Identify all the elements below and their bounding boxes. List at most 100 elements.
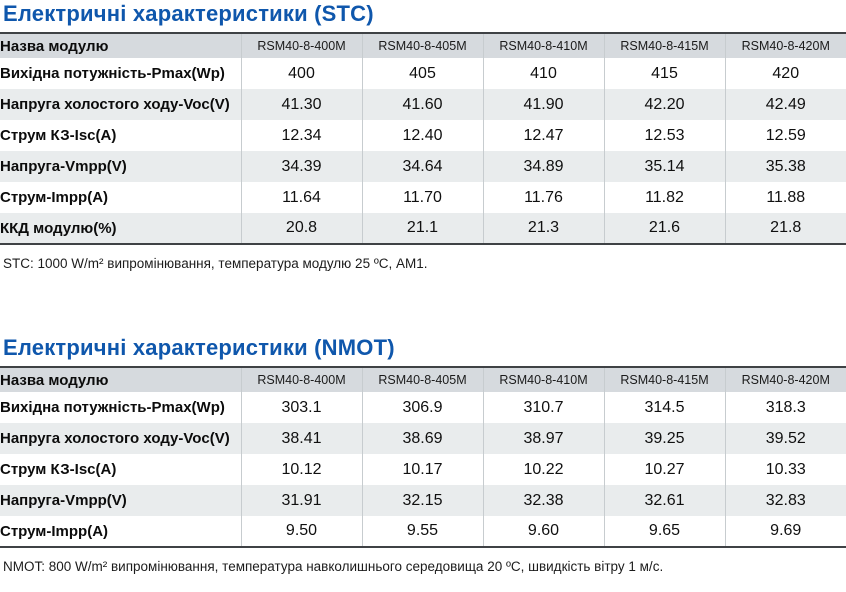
value-cell: 42.20 [603, 89, 725, 120]
value-cell: 11.70 [361, 182, 483, 213]
value-cell: 39.25 [603, 423, 725, 454]
row-label-cell: Струм-Impp(A) [0, 522, 109, 540]
value-cell: 12.59 [724, 120, 846, 151]
spec-row: Напруга холостого ходу-Voc(V) 41.30 41.60 4… [0, 89, 846, 120]
value-cell: 41.30 [240, 89, 362, 120]
module-name-column-header: Назва модулю [0, 37, 109, 55]
model-column-header: RSM40-8-400M [240, 367, 362, 392]
value-cell: 34.89 [482, 151, 604, 182]
value-cell: 9.60 [482, 516, 604, 547]
value-cell: 31.91 [240, 485, 362, 516]
value-cell: 9.69 [724, 516, 846, 547]
module-name-column-header: Назва модулю [0, 371, 109, 389]
spec-row: Напруга холостого ходу-Voc(V) 38.41 38.69 3… [0, 423, 846, 454]
value-cell: 32.15 [361, 485, 483, 516]
spec-row: Струм КЗ-Isc(A) 12.34 12.40 12.47 12.53 12.59 [0, 120, 846, 151]
value-cell: 12.47 [482, 120, 604, 151]
value-cell: 405 [361, 58, 483, 89]
value-cell: 38.69 [361, 423, 483, 454]
value-cell: 39.52 [724, 423, 846, 454]
spec-row: Напруга-Vmpp(V) 31.91 32.15 32.38 32.61 32.83 [0, 485, 846, 516]
row-label-cell: Напруга-Vmpp(V) [0, 158, 127, 175]
value-cell: 310.7 [482, 392, 604, 423]
value-cell: 11.82 [603, 182, 725, 213]
value-cell: 9.55 [361, 516, 483, 547]
row-label-cell: Струм КЗ-Isc(A) [0, 127, 117, 144]
value-cell: 9.65 [603, 516, 725, 547]
stc-section: Електричні характеристики (STC) Назва мо… [0, 1, 846, 272]
value-cell: 410 [482, 58, 604, 89]
model-column-header: RSM40-8-400M [240, 33, 362, 58]
value-cell: 20.8 [240, 213, 362, 244]
value-cell: 32.38 [482, 485, 604, 516]
value-cell: 35.38 [724, 151, 846, 182]
value-cell: 34.64 [361, 151, 483, 182]
value-cell: 420 [724, 58, 846, 89]
model-column-header: RSM40-8-405M [361, 367, 483, 392]
value-cell: 21.3 [482, 213, 604, 244]
value-cell: 10.22 [482, 454, 604, 485]
value-cell: 12.40 [361, 120, 483, 151]
model-column-header: RSM40-8-410M [482, 367, 604, 392]
value-cell: 42.49 [724, 89, 846, 120]
value-cell: 11.88 [724, 182, 846, 213]
value-cell: 34.39 [240, 151, 362, 182]
value-cell: 318.3 [724, 392, 846, 423]
spec-row: Вихідна потужність-Pmax(Wp) 400 405 410 415 4… [0, 58, 846, 89]
model-column-header: RSM40-8-415M [603, 33, 725, 58]
value-cell: 21.6 [603, 213, 725, 244]
spec-row: ККД модулю(%) 20.8 21.1 21.3 21.6 21.8 [0, 213, 846, 244]
row-label-cell: Вихідна потужність-Pmax(Wp) [0, 399, 225, 416]
model-column-header: RSM40-8-420M [724, 33, 846, 58]
value-cell: 11.64 [240, 182, 362, 213]
spec-row: Струм-Impp(A) 9.50 9.55 9.60 9.65 9.69 [0, 516, 846, 547]
value-cell: 12.53 [603, 120, 725, 151]
spec-row: Напруга-Vmpp(V) 34.39 34.64 34.89 35.14 35.38 [0, 151, 846, 182]
value-cell: 10.17 [361, 454, 483, 485]
value-cell: 11.76 [482, 182, 604, 213]
value-cell: 415 [603, 58, 725, 89]
value-cell: 38.97 [482, 423, 604, 454]
row-label-cell: Струм-Impp(A) [0, 189, 109, 206]
table-header-row: Назва модулю RSM40-8-400M RSM40-8-405M RSM4… [0, 33, 846, 58]
value-cell: 32.61 [603, 485, 725, 516]
nmot-spec-table: Назва модулю RSM40-8-400M RSM40-8-405M RSM4… [0, 366, 846, 548]
value-cell: 12.34 [240, 120, 362, 151]
model-column-header: RSM40-8-405M [361, 33, 483, 58]
value-cell: 21.8 [724, 213, 846, 244]
row-label-cell: Напруга-Vmpp(V) [0, 492, 127, 509]
nmot-section: Електричні характеристики (NMOT) Назва м… [0, 335, 846, 575]
value-cell: 10.33 [724, 454, 846, 485]
value-cell: 38.41 [240, 423, 362, 454]
value-cell: 41.60 [361, 89, 483, 120]
stc-section-title: Електричні характеристики (STC) [3, 1, 374, 26]
table-header-row: Назва модулю RSM40-8-400M RSM40-8-405M RSM4… [0, 367, 846, 392]
stc-spec-table: Назва модулю RSM40-8-400M RSM40-8-405M RSM4… [0, 32, 846, 245]
spec-row: Вихідна потужність-Pmax(Wp) 303.1 306.9 310… [0, 392, 846, 423]
stc-test-conditions-note: STC: 1000 W/m² випромінювання, температу… [3, 256, 428, 271]
value-cell: 32.83 [724, 485, 846, 516]
nmot-section-title: Електричні характеристики (NMOT) [3, 335, 395, 360]
value-cell: 314.5 [603, 392, 725, 423]
model-column-header: RSM40-8-410M [482, 33, 604, 58]
row-label-cell: Струм КЗ-Isc(A) [0, 461, 117, 478]
value-cell: 303.1 [240, 392, 362, 423]
model-column-header: RSM40-8-415M [603, 367, 725, 392]
model-column-header: RSM40-8-420M [724, 367, 846, 392]
nmot-test-conditions-note: NMOT: 800 W/m² випромінювання, температу… [3, 559, 664, 574]
value-cell: 306.9 [361, 392, 483, 423]
value-cell: 21.1 [361, 213, 483, 244]
value-cell: 41.90 [482, 89, 604, 120]
spec-row: Струм-Impp(A) 11.64 11.70 11.76 11.82 11.88 [0, 182, 846, 213]
spec-row: Струм КЗ-Isc(A) 10.12 10.17 10.22 10.27 10.33 [0, 454, 846, 485]
row-label-cell: ККД модулю(%) [0, 219, 117, 237]
row-label-cell: Вихідна потужність-Pmax(Wp) [0, 65, 225, 82]
row-label-cell: Напруга холостого ходу-Voc(V) [0, 96, 230, 113]
row-label-cell: Напруга холостого ходу-Voc(V) [0, 430, 230, 447]
value-cell: 400 [240, 58, 362, 89]
value-cell: 10.12 [240, 454, 362, 485]
value-cell: 9.50 [240, 516, 362, 547]
value-cell: 10.27 [603, 454, 725, 485]
value-cell: 35.14 [603, 151, 725, 182]
